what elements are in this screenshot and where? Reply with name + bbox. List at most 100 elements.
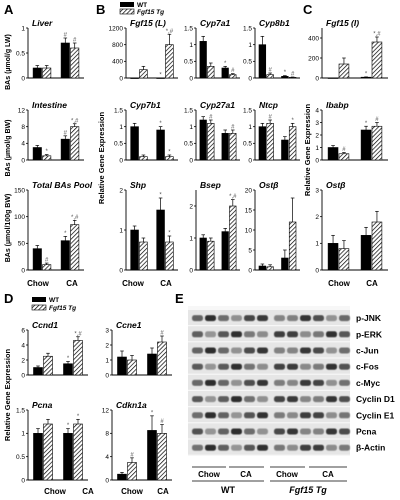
significance-mark: * (365, 121, 368, 127)
significance-mark: *,# (373, 32, 381, 38)
significance-mark: # (231, 125, 235, 131)
band (257, 379, 268, 386)
band (231, 315, 242, 322)
y-tick-label: 1 (21, 25, 25, 32)
bar-wt (199, 119, 207, 161)
y-tick-label: 50 (18, 241, 26, 248)
bar-wt (32, 67, 42, 79)
band (192, 363, 203, 370)
band (274, 412, 285, 419)
legend-d-tg-label: Fgf15 Tg (49, 305, 76, 312)
subplot-title: Ntcp (259, 100, 278, 110)
bar-wt (156, 77, 165, 79)
y-tick-label: 0.5 (184, 141, 193, 148)
y-tick-label: 12 (102, 407, 110, 414)
bar-wt (258, 44, 267, 79)
subplot-15: Ccnd1 0 2 4 6 * *,# (21, 320, 88, 379)
band (231, 363, 242, 370)
blot-protein-label: β-Actin (356, 443, 385, 453)
xlabel-c-ca: CA (366, 279, 378, 288)
band (300, 331, 311, 338)
band (231, 347, 242, 354)
subplot-title: Fgf15 (L) (130, 18, 166, 28)
ylabel-gene-expression-c: Relative Gene Expression (303, 104, 312, 197)
y-tick-label: 0 (189, 75, 193, 82)
legend-tg-label: Fgf15 Tg (137, 9, 164, 16)
significance-mark: # (160, 419, 164, 425)
y-tick-label: 0.5 (114, 141, 123, 148)
ylabel-liver: BAs (µmol/g LW) (5, 34, 12, 90)
bar-wt (130, 229, 139, 271)
bar-wt (63, 363, 73, 376)
band (300, 347, 311, 354)
band (218, 444, 229, 451)
xlabel-b-ca: CA (160, 279, 172, 288)
blot-row-bg (188, 439, 350, 455)
significance-mark: * (365, 71, 368, 77)
blot-protein-label: p-JNK (356, 313, 382, 323)
band (287, 412, 298, 419)
y-tick-label: 20 (245, 187, 253, 194)
bar-wt (33, 433, 43, 481)
bar-wt (360, 129, 372, 161)
band (257, 347, 268, 354)
bar-tg (43, 423, 53, 481)
y-tick-label: 2 (21, 357, 25, 364)
band (339, 315, 350, 322)
band (218, 331, 229, 338)
y-tick-label: 4 (21, 342, 25, 349)
significance-mark: # (268, 68, 272, 74)
subplot-title: Cdkn1a (116, 400, 147, 410)
band (231, 412, 242, 419)
band (244, 428, 255, 435)
significance-mark: * (159, 72, 162, 78)
y-tick-label: 150 (14, 187, 25, 194)
bar-wt (327, 147, 339, 161)
band (218, 347, 229, 354)
y-tick-label: 2 (105, 342, 109, 349)
significance-mark: *,# (229, 194, 237, 200)
y-tick-label: 1.5 (114, 107, 123, 114)
bar-wt (63, 433, 73, 481)
y-tick-label: 3 (315, 187, 319, 194)
bar-tg (266, 123, 274, 161)
band (287, 331, 298, 338)
band (313, 347, 324, 354)
bar-tg (70, 224, 80, 271)
bar-tg (165, 44, 174, 79)
bar-tg (139, 241, 148, 271)
bar-tg (43, 355, 53, 376)
band (274, 428, 285, 435)
band (313, 412, 324, 419)
blot-protein-label: Pcna (356, 427, 377, 437)
band (339, 363, 350, 370)
band (326, 444, 337, 451)
band (192, 315, 203, 322)
y-tick-label: 0 (119, 75, 123, 82)
subplot-9: Shp 0 1 2 * * (119, 180, 178, 274)
bar-tg (288, 126, 297, 161)
y-tick-label: 0.5 (16, 454, 25, 461)
significance-mark: # (160, 331, 164, 337)
band (300, 379, 311, 386)
band (257, 315, 268, 322)
band (218, 412, 229, 419)
band (205, 347, 216, 354)
band (205, 396, 216, 403)
band (244, 444, 255, 451)
band (218, 315, 229, 322)
panel-letter-e: E (175, 291, 184, 306)
y-tick-label: 12 (18, 107, 26, 114)
bar-tg (73, 340, 83, 376)
band (313, 379, 324, 386)
band (231, 396, 242, 403)
band (287, 444, 298, 451)
panel-letter-a: A (4, 2, 14, 17)
subplot-title: Intestine (32, 100, 67, 110)
band (287, 363, 298, 370)
bar-wt (221, 133, 229, 161)
bar-wt (221, 231, 229, 271)
y-tick-label: 1 (315, 145, 319, 152)
xlabel-d-ca: CA (82, 487, 94, 496)
significance-mark: * (168, 231, 171, 237)
